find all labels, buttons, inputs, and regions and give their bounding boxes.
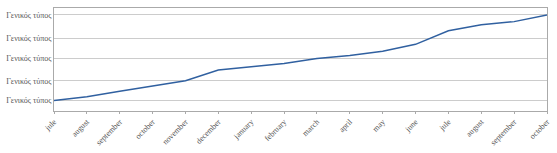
svg-text:september: september <box>94 117 124 147</box>
svg-text:november: november <box>161 117 190 146</box>
svg-text:may: may <box>371 117 387 133</box>
svg-text:Γενικός τύπος: Γενικός τύπος <box>6 11 52 20</box>
svg-text:jule: jule <box>43 117 59 133</box>
svg-text:august: august <box>70 117 92 139</box>
svg-text:Γενικός τύπος: Γενικός τύπος <box>6 54 52 63</box>
svg-text:october: october <box>134 117 158 141</box>
svg-text:Γενικός τύπος: Γενικός τύπος <box>6 96 52 105</box>
svg-text:june: june <box>403 117 420 134</box>
svg-text:december: december <box>194 117 223 146</box>
svg-text:jule: jule <box>437 117 453 133</box>
svg-text:august: august <box>464 117 486 139</box>
svg-text:Γενικός τύπος: Γενικός τύπος <box>6 77 52 86</box>
svg-text:april: april <box>337 117 354 134</box>
svg-text:september: september <box>489 117 519 147</box>
svg-text:january: january <box>231 117 255 141</box>
svg-text:Γενικός τύπος: Γενικός τύπος <box>6 34 52 43</box>
svg-text:march: march <box>301 117 322 138</box>
svg-text:february: february <box>263 117 289 143</box>
svg-text:october: october <box>528 117 552 141</box>
